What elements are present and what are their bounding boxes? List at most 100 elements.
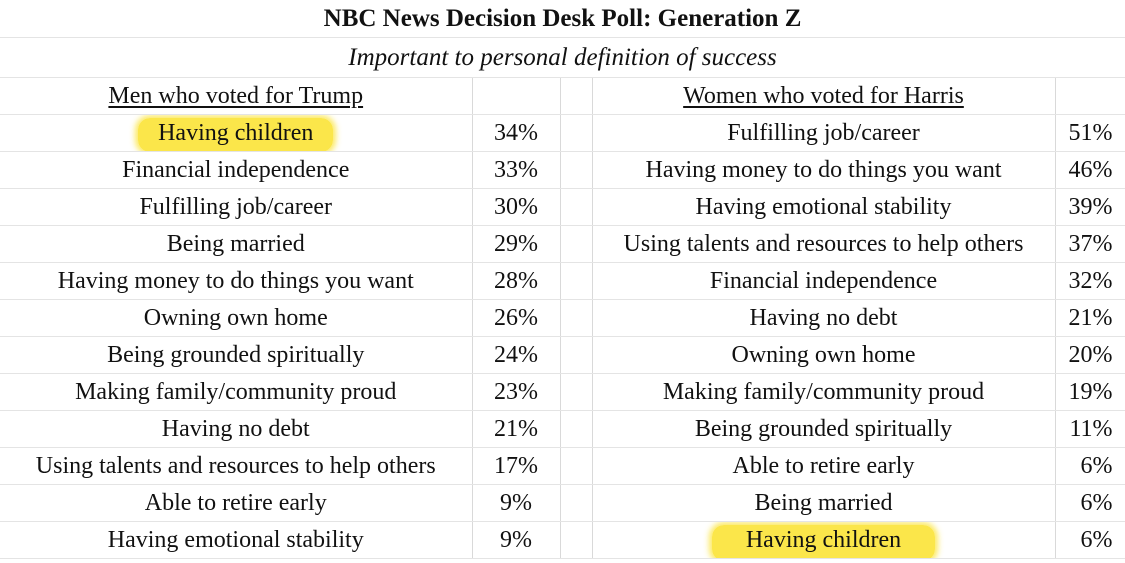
empty-cell[interactable] [560, 262, 593, 300]
left-value: 21% [494, 415, 538, 442]
left-value: 24% [494, 341, 538, 368]
left-value-cell[interactable]: 17% [472, 447, 561, 485]
left-value-cell[interactable]: 34% [472, 114, 561, 152]
right-label-cell[interactable]: Having money to do things you want [592, 151, 1056, 189]
right-label-cell[interactable]: Using talents and resources to help othe… [592, 225, 1056, 263]
right-value-cell[interactable]: 39% [1055, 188, 1125, 226]
right-label-cell[interactable]: Having emotional stability [592, 188, 1056, 226]
left-label-cell[interactable]: Fulfilling job/career [0, 188, 473, 226]
left-label-cell[interactable]: Able to retire early [0, 484, 473, 522]
left-label: Financial independence [122, 156, 350, 183]
empty-cell[interactable] [560, 373, 593, 411]
left-value-cell[interactable]: 30% [472, 188, 561, 226]
right-label: Being married [754, 489, 893, 516]
left-value-cell[interactable]: 23% [472, 373, 561, 411]
right-value-cell[interactable]: 21% [1055, 299, 1125, 337]
empty-cell[interactable] [560, 447, 593, 485]
right-value-cell[interactable]: 32% [1055, 262, 1125, 300]
right-label: Having emotional stability [695, 193, 952, 220]
empty-cell[interactable] [560, 299, 593, 337]
table-row: Financial independence 33% Having money to… [0, 151, 1125, 189]
right-label-cell[interactable]: Financial independence [592, 262, 1056, 300]
left-value: 34% [494, 119, 538, 146]
left-label: Having no debt [161, 415, 310, 442]
right-value-cell[interactable]: 6% [1055, 484, 1125, 522]
left-label-cell[interactable]: Being married [0, 225, 473, 263]
right-value: 6% [1080, 489, 1113, 516]
right-label-cell[interactable]: Being grounded spiritually [592, 410, 1056, 448]
right-label: Having no debt [749, 304, 898, 331]
right-label-cell[interactable]: Fulfilling job/career [592, 114, 1056, 152]
empty-cell[interactable] [560, 484, 593, 522]
right-value-cell[interactable]: 6% [1055, 447, 1125, 485]
table-row: Making family/community proud 23% Making f… [0, 373, 1125, 411]
right-value: 37% [1068, 230, 1113, 257]
left-label-cell[interactable]: Having children [0, 114, 473, 152]
left-value-cell[interactable]: 9% [472, 484, 561, 522]
empty-cell[interactable] [472, 77, 561, 115]
right-value: 32% [1068, 267, 1113, 294]
left-header-cell[interactable]: Men who voted for Trump [0, 77, 473, 115]
right-value-cell[interactable]: 20% [1055, 336, 1125, 374]
right-label-cell[interactable]: Able to retire early [592, 447, 1056, 485]
right-value: 21% [1068, 304, 1113, 331]
right-label-cell[interactable]: Having children [592, 521, 1056, 559]
left-label-cell[interactable]: Having emotional stability [0, 521, 473, 559]
right-value: 39% [1068, 193, 1113, 220]
right-label-cell[interactable]: Owning own home [592, 336, 1056, 374]
left-value-cell[interactable]: 29% [472, 225, 561, 263]
empty-cell[interactable] [560, 114, 593, 152]
left-value-cell[interactable]: 9% [472, 521, 561, 559]
empty-cell[interactable] [560, 225, 593, 263]
empty-cell[interactable] [560, 521, 593, 559]
right-header-cell[interactable]: Women who voted for Harris [592, 77, 1056, 115]
left-value-cell[interactable]: 21% [472, 410, 561, 448]
table-row: Having children 34% Fulfilling job/career 5… [0, 114, 1125, 152]
empty-cell[interactable] [1055, 77, 1125, 115]
right-label: Able to retire early [732, 452, 915, 479]
left-value: 30% [494, 193, 538, 220]
left-label-cell[interactable]: Making family/community proud [0, 373, 473, 411]
table-row: Being married 29% Using talents and resour… [0, 225, 1125, 263]
left-value-cell[interactable]: 26% [472, 299, 561, 337]
subtitle-row[interactable]: Important to personal definition of succ… [0, 37, 1125, 78]
poll-title: NBC News Decision Desk Poll: Generation … [323, 4, 802, 32]
right-label: Fulfilling job/career [727, 119, 920, 146]
right-value-cell[interactable]: 46% [1055, 151, 1125, 189]
left-label-cell[interactable]: Being grounded spiritually [0, 336, 473, 374]
empty-cell[interactable] [560, 410, 593, 448]
empty-cell[interactable] [560, 336, 593, 374]
empty-cell[interactable] [560, 151, 593, 189]
empty-cell[interactable] [560, 188, 593, 226]
left-label-cell[interactable]: Having money to do things you want [0, 262, 473, 300]
right-value-cell[interactable]: 37% [1055, 225, 1125, 263]
left-label: Having children [138, 117, 334, 151]
empty-cell[interactable] [560, 77, 593, 115]
right-label: Using talents and resources to help othe… [623, 230, 1024, 257]
right-label-cell[interactable]: Having no debt [592, 299, 1056, 337]
left-value: 17% [494, 452, 538, 479]
right-value: 11% [1069, 415, 1113, 442]
left-label-cell[interactable]: Using talents and resources to help othe… [0, 447, 473, 485]
left-value-cell[interactable]: 28% [472, 262, 561, 300]
right-value-cell[interactable]: 51% [1055, 114, 1125, 152]
left-label: Being married [166, 230, 305, 257]
right-value-cell[interactable]: 6% [1055, 521, 1125, 559]
left-value: 26% [494, 304, 538, 331]
left-label-cell[interactable]: Financial independence [0, 151, 473, 189]
right-label-cell[interactable]: Being married [592, 484, 1056, 522]
right-value: 19% [1068, 378, 1113, 405]
left-value-cell[interactable]: 33% [472, 151, 561, 189]
title-row[interactable]: NBC News Decision Desk Poll: Generation … [0, 0, 1125, 38]
left-label-cell[interactable]: Having no debt [0, 410, 473, 448]
left-column-header: Men who voted for Trump [108, 82, 364, 109]
right-label-cell[interactable]: Making family/community proud [592, 373, 1056, 411]
left-value-cell[interactable]: 24% [472, 336, 561, 374]
left-value: 9% [500, 526, 532, 553]
left-label-cell[interactable]: Owning own home [0, 299, 473, 337]
right-value-cell[interactable]: 11% [1055, 410, 1125, 448]
table-row: Using talents and resources to help othe… [0, 447, 1125, 485]
left-label: Having emotional stability [107, 526, 364, 553]
right-value-cell[interactable]: 19% [1055, 373, 1125, 411]
right-label: Financial independence [709, 267, 938, 294]
